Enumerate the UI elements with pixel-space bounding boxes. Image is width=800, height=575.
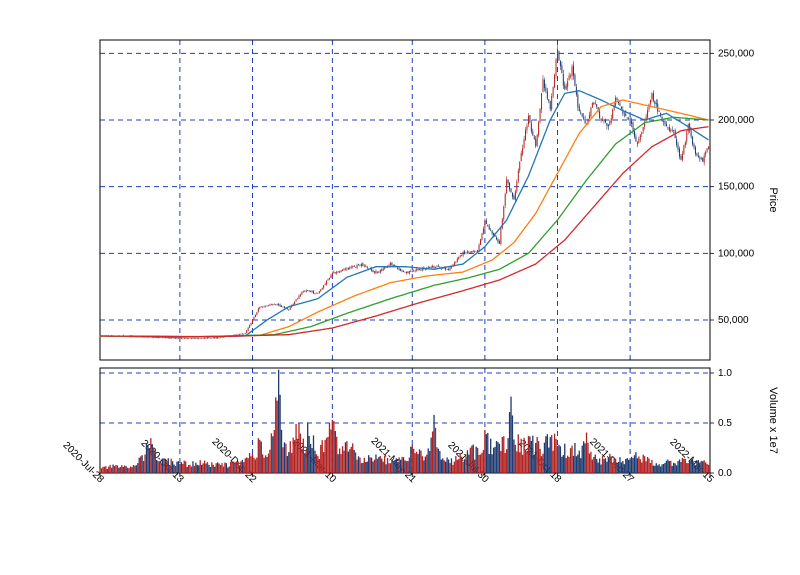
svg-text:250,000: 250,000 xyxy=(718,48,755,59)
svg-text:Volume x 1e7: Volume x 1e7 xyxy=(767,387,779,454)
financial-chart: 50,000 100,000 150,000 200,000 250,000 Price 0… xyxy=(0,0,800,575)
svg-text:0.0: 0.0 xyxy=(718,468,732,479)
svg-text:0.5: 0.5 xyxy=(718,418,732,429)
svg-text:50,000: 50,000 xyxy=(718,315,749,326)
svg-text:Price: Price xyxy=(767,187,779,212)
svg-text:150,000: 150,000 xyxy=(718,182,755,193)
svg-text:200,000: 200,000 xyxy=(718,115,755,126)
svg-text:100,000: 100,000 xyxy=(718,248,755,259)
svg-text:2020-Jul-28: 2020-Jul-28 xyxy=(61,440,106,485)
svg-text:1.0: 1.0 xyxy=(718,368,732,379)
